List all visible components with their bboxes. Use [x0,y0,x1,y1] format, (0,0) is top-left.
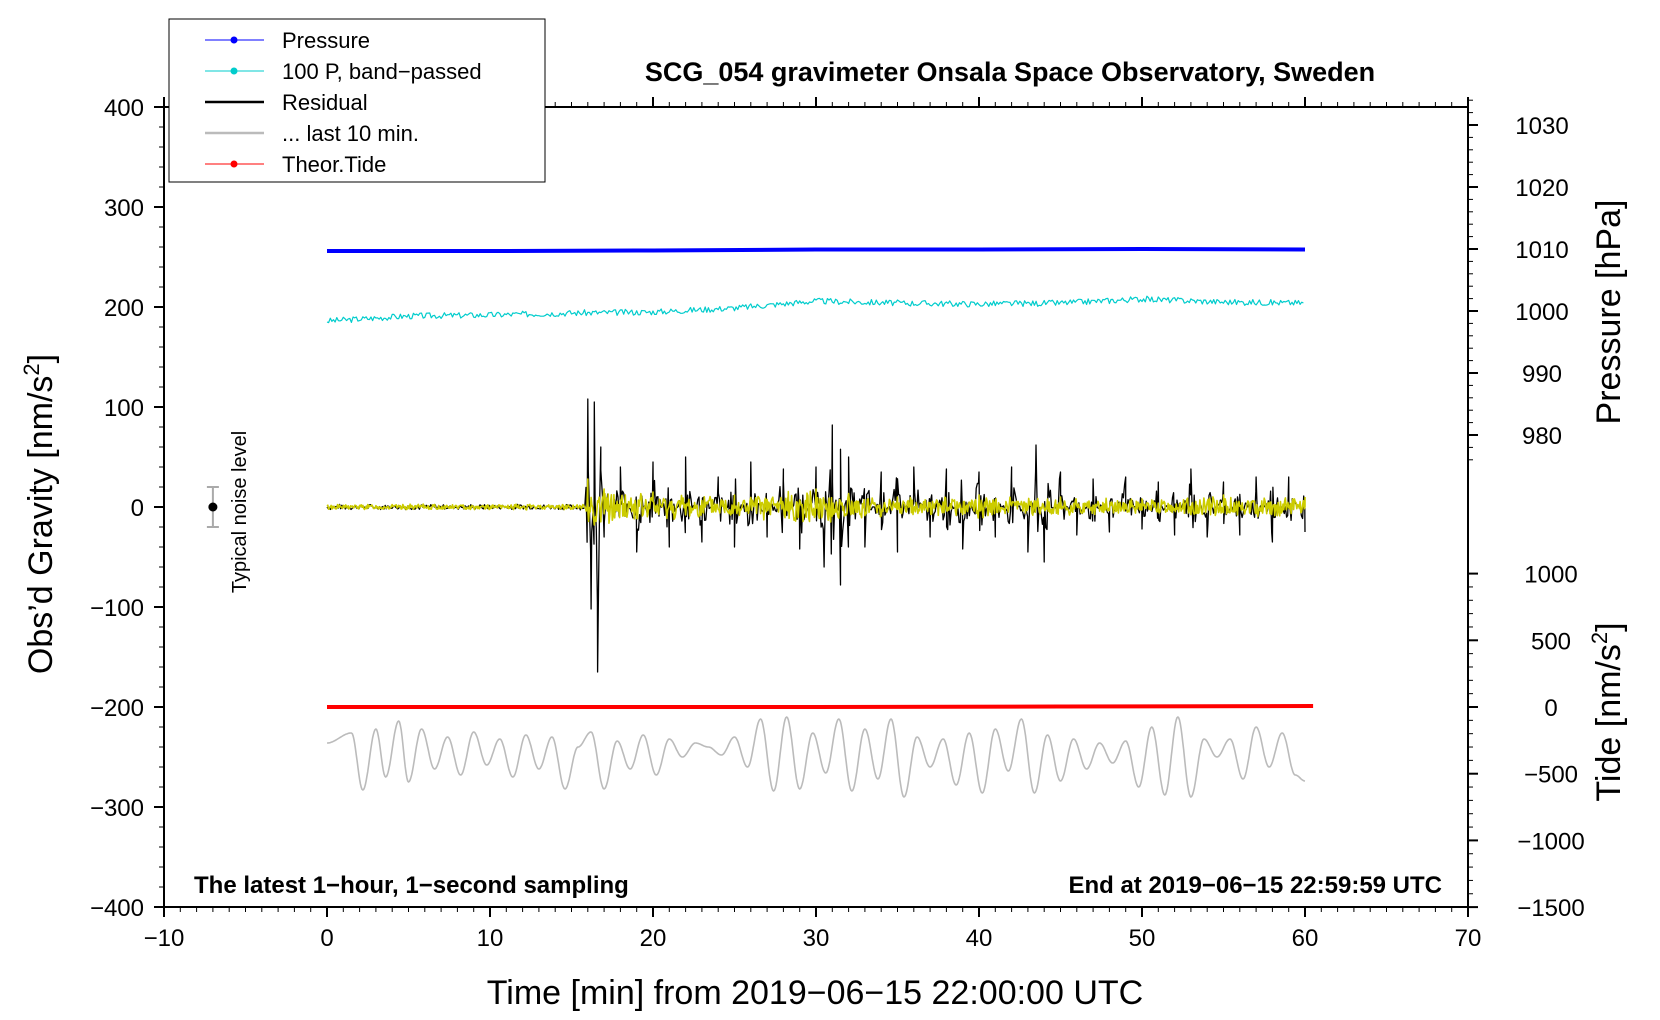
series-layer [326,247,1314,798]
series-pressure [327,247,1306,253]
x-tick-label: 70 [1455,925,1482,952]
x-tick-label: 50 [1129,925,1156,952]
x-tick-label: 20 [640,925,667,952]
x-tick-label: 0 [320,925,333,952]
tide-tick-label: 0 [1544,695,1557,722]
end-time-note: End at 2019−06−15 22:59:59 UTC [1068,872,1442,899]
legend-marker [230,67,238,75]
legend-box [168,18,546,183]
legend: Pressure 100 P, band−passed Residual ... la… [168,18,546,183]
noise-point [208,502,218,512]
x-axis: −10 0 10 20 30 40 50 60 70 [144,97,1482,952]
tide-tick-label: 1000 [1524,562,1577,589]
y-tick-label: −100 [90,595,144,622]
legend-marker [230,160,238,168]
tide-tick-label: −1500 [1517,895,1584,922]
legend-label: ... last 10 min. [282,121,419,146]
y-tick-label: −300 [90,795,144,822]
series-residual [326,398,1306,673]
x-tick-label: 60 [1292,925,1319,952]
y-axis-gravity: 400 300 200 100 0 −100 −200 −300 −400 [90,95,164,922]
pressure-tick-label: 1020 [1515,175,1568,202]
x-axis-label: Time [min] from 2019−06−15 22:00:00 UTC [487,974,1143,1012]
legend-label: 100 P, band−passed [282,59,482,84]
chart-title: SCG_054 gravimeter Onsala Space Observat… [645,57,1375,87]
pressure-tick-label: 990 [1522,361,1562,388]
y-tick-label: 100 [104,395,144,422]
series-residual-filtered [326,478,1306,526]
legend-label: Residual [282,90,368,115]
series-theor-tide [327,704,1314,709]
y-tick-label: 200 [104,295,144,322]
tide-tick-label: −1000 [1517,828,1584,855]
y-tick-label: −200 [90,695,144,722]
sampling-note: The latest 1−hour, 1−second sampling [194,872,629,899]
x-tick-label: 30 [803,925,830,952]
y-tick-label: 400 [104,95,144,122]
tide-tick-label: 500 [1531,628,1571,655]
x-tick-label: −10 [144,925,185,952]
legend-label: Theor.Tide [282,152,386,177]
y-axis-label-tide: Tide [nm/s2] [1587,622,1628,801]
pressure-tick-label: 1010 [1515,237,1568,264]
y-axis-label-pressure: Pressure [hPa] [1590,200,1628,425]
pressure-tick-label: 980 [1522,423,1562,450]
noise-level-indicator [206,486,219,528]
legend-marker [230,36,238,44]
y-tick-label: 0 [131,495,144,522]
y-tick-label: 300 [104,195,144,222]
x-tick-label: 10 [477,925,504,952]
y-axis-label-gravity: Obs’d Gravity [nm/s2] [19,354,60,674]
series-100-p-band-passed [326,295,1304,324]
y-tick-label: −400 [90,895,144,922]
pressure-tick-label: 1000 [1515,299,1568,326]
y-axis-tide: 1000 500 0 −500 −1000 −1500 [1468,562,1585,922]
tide-tick-label: −500 [1524,762,1578,789]
legend-label: Pressure [282,28,370,53]
y-axis-pressure: 1030 1020 1010 1000 990 980 [1468,99,1569,461]
x-tick-label: 40 [966,925,993,952]
noise-level-label: Typical noise level [229,431,251,593]
pressure-tick-label: 1030 [1515,113,1568,140]
series-last-10-min [327,716,1306,798]
